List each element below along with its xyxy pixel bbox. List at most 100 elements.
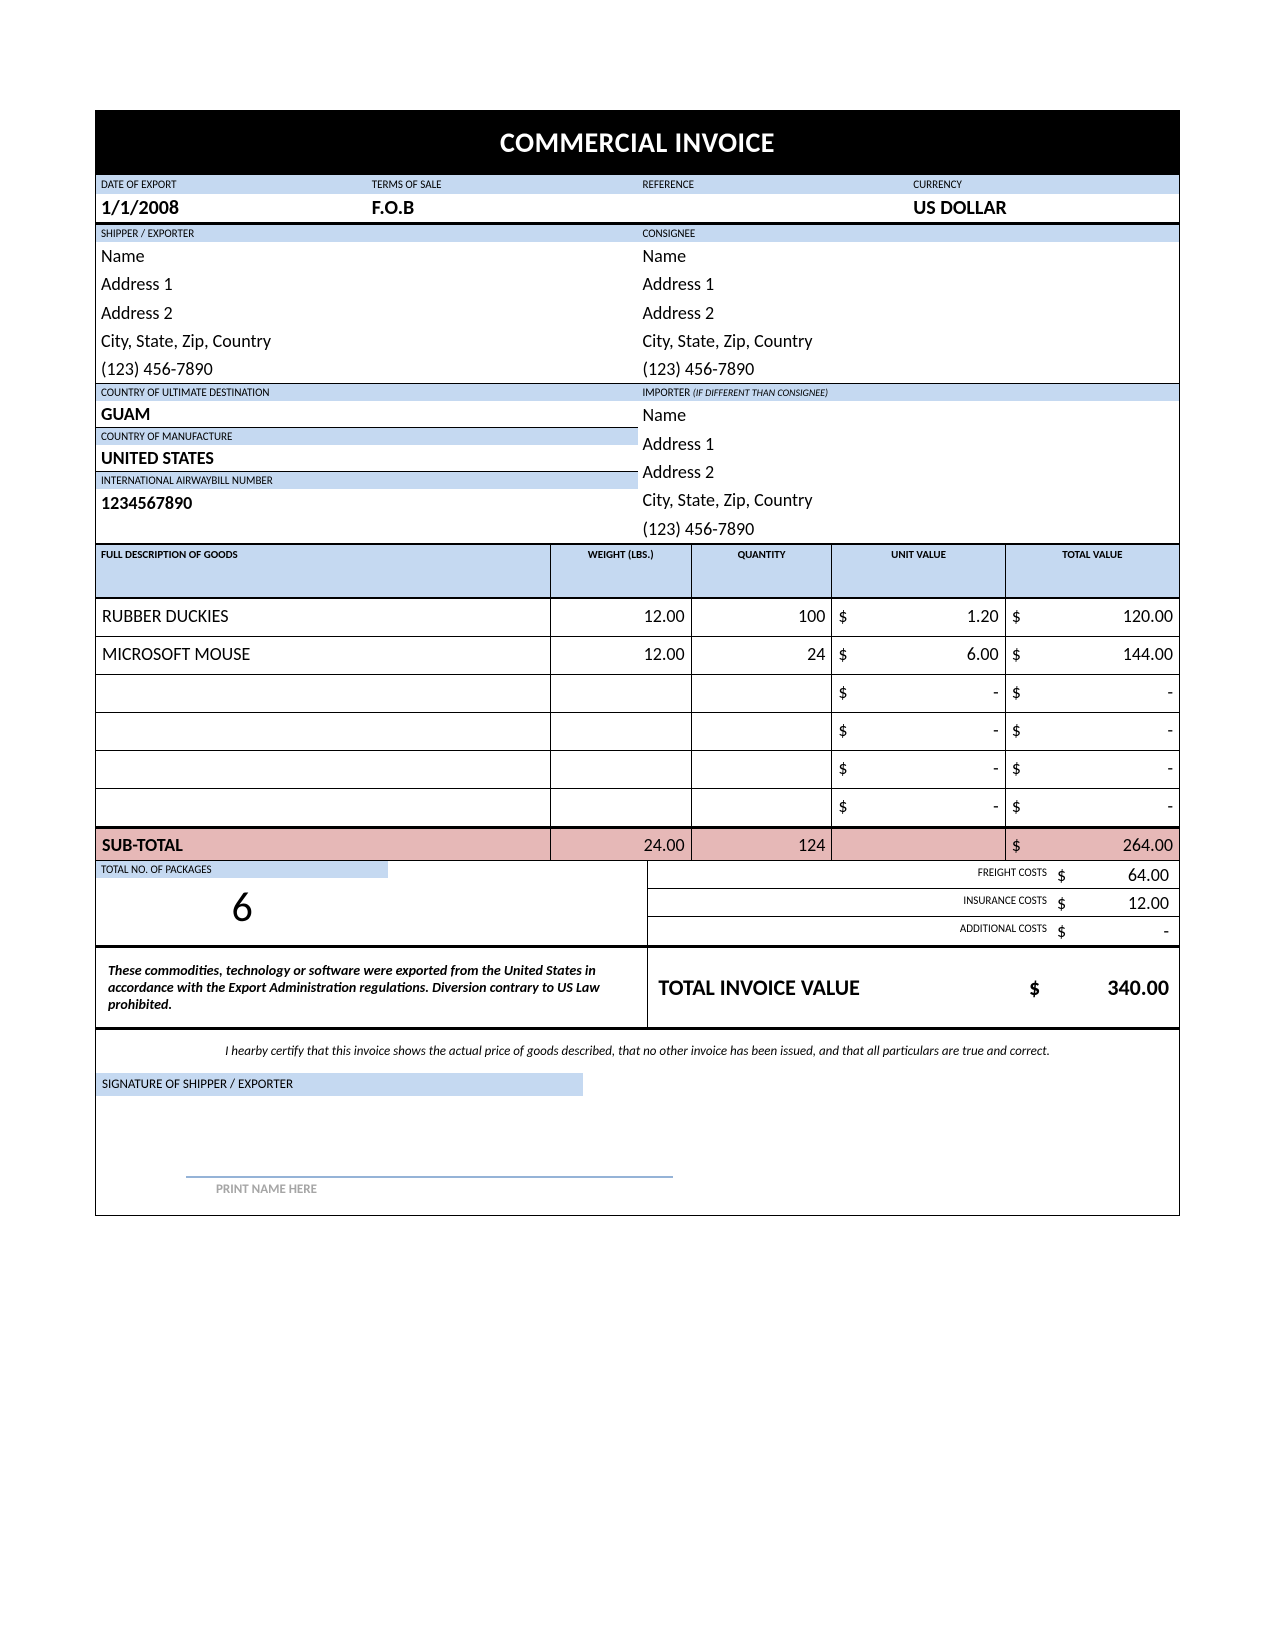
value-currency: US DOLLAR [908, 194, 1179, 224]
item-total-value: $- [1006, 751, 1179, 788]
importer-name: Name [638, 401, 1180, 429]
item-total-value: $- [1006, 789, 1179, 826]
col-weight: WEIGHT (LBS.) [551, 543, 692, 599]
item-unit-value: $6.00 [832, 637, 1005, 674]
declaration-total-row: These commodities, technology or softwar… [96, 946, 1179, 1030]
goods-row: $-$- [96, 675, 1179, 713]
item-description: RUBBER DUCKIES [96, 599, 551, 636]
goods-row: $-$- [96, 751, 1179, 789]
left-details: COUNTRY OF ULTIMATE DESTINATION GUAM COU… [96, 383, 638, 542]
label-signature: SIGNATURE OF SHIPPER / EXPORTER [96, 1073, 583, 1096]
col-description: FULL DESCRIPTION OF GOODS [96, 543, 551, 599]
col-total-value: TOTAL VALUE [1006, 543, 1179, 599]
item-weight: 12.00 [551, 637, 692, 674]
label-importer-note: (IF DIFFERENT THAN CONSIGNEE) [693, 386, 828, 399]
packages-spacer [388, 861, 648, 945]
item-weight: 12.00 [551, 599, 692, 636]
value-country-destination: GUAM [96, 401, 638, 428]
shipper-phone: (123) 456-7890 [96, 355, 638, 383]
shipper-city: City, State, Zip, Country [96, 327, 638, 355]
label-total-invoice: TOTAL INVOICE VALUE [658, 974, 1029, 1001]
label-date-of-export: DATE OF EXPORT [96, 174, 367, 194]
item-unit-value: $1.20 [832, 599, 1005, 636]
header-labels-row: DATE OF EXPORT TERMS OF SALE REFERENCE C… [96, 174, 1179, 194]
packages-costs-row: TOTAL NO. OF PACKAGES 6 FREIGHT COSTS $ … [96, 861, 1179, 946]
label-terms-of-sale: TERMS OF SALE [367, 174, 638, 194]
label-freight: FREIGHT COSTS [648, 861, 1053, 888]
certification-text: I hearby certify that this invoice shows… [96, 1030, 1179, 1073]
value-packages: 6 [96, 878, 388, 937]
subtotal-currency: $ [1012, 834, 1021, 855]
importer-block: IMPORTER (IF DIFFERENT THAN CONSIGNEE) N… [638, 383, 1180, 542]
label-packages: TOTAL NO. OF PACKAGES [96, 861, 388, 878]
label-country-manufacture: COUNTRY OF MANUFACTURE [96, 428, 638, 445]
goods-row: MICROSOFT MOUSE12.0024$6.00$144.00 [96, 637, 1179, 675]
item-total-value: $- [1006, 675, 1179, 712]
print-name-hint: PRINT NAME HERE [96, 1178, 1179, 1215]
item-weight [551, 751, 692, 788]
item-quantity [692, 751, 833, 788]
item-total-value: $144.00 [1006, 637, 1179, 674]
packages-block: TOTAL NO. OF PACKAGES 6 [96, 861, 388, 945]
item-description: MICROSOFT MOUSE [96, 637, 551, 674]
importer-phone: (123) 456-7890 [638, 515, 1180, 543]
item-description [96, 675, 551, 712]
goods-row: RUBBER DUCKIES12.00100$1.20$120.00 [96, 599, 1179, 637]
consignee-phone: (123) 456-7890 [638, 355, 1180, 383]
item-description [96, 751, 551, 788]
label-currency: CURRENCY [908, 174, 1179, 194]
item-unit-value: $- [832, 789, 1005, 826]
goods-row: $-$- [96, 713, 1179, 751]
insurance-amount: 12.00 [1079, 889, 1179, 916]
goods-body: RUBBER DUCKIES12.00100$1.20$120.00MICROS… [96, 599, 1179, 827]
signature-space [96, 1096, 1179, 1176]
freight-line: FREIGHT COSTS $ 64.00 [648, 861, 1179, 889]
item-weight [551, 713, 692, 750]
consignee-block: Name Address 1 Address 2 City, State, Zi… [638, 242, 1180, 383]
value-terms-of-sale: F.O.B [367, 194, 638, 224]
label-reference: REFERENCE [638, 174, 909, 194]
consignee-city: City, State, Zip, Country [638, 327, 1180, 355]
freight-currency: $ [1053, 861, 1079, 888]
consignee-addr1: Address 1 [638, 270, 1180, 298]
importer-addr2: Address 2 [638, 458, 1180, 486]
item-quantity: 24 [692, 637, 833, 674]
col-unit-value: UNIT VALUE [832, 543, 1005, 599]
label-country-destination: COUNTRY OF ULTIMATE DESTINATION [96, 383, 638, 401]
additional-amount: - [1079, 917, 1179, 945]
party-addresses-row: Name Address 1 Address 2 City, State, Zi… [96, 242, 1179, 383]
subtotal-unit-blank [832, 829, 1005, 860]
value-date-of-export: 1/1/2008 [96, 194, 367, 224]
consignee-addr2: Address 2 [638, 299, 1180, 327]
item-unit-value: $- [832, 751, 1005, 788]
item-quantity [692, 713, 833, 750]
shipper-name: Name [96, 242, 638, 270]
shipper-addr2: Address 2 [96, 299, 638, 327]
subtotal-label: SUB-TOTAL [96, 829, 551, 860]
additional-line: ADDITIONAL COSTS $ - [648, 917, 1179, 945]
item-weight [551, 789, 692, 826]
value-reference [638, 194, 909, 224]
label-importer: IMPORTER (IF DIFFERENT THAN CONSIGNEE) [638, 383, 1180, 401]
total-invoice-amount: 340.00 [1059, 974, 1169, 1001]
goods-row: $-$- [96, 789, 1179, 827]
commercial-invoice: COMMERCIAL INVOICE DATE OF EXPORT TERMS … [95, 110, 1180, 1216]
extra-costs-block: FREIGHT COSTS $ 64.00 INSURANCE COSTS $ … [648, 861, 1179, 945]
details-row: COUNTRY OF ULTIMATE DESTINATION GUAM COU… [96, 383, 1179, 542]
label-consignee: CONSIGNEE [638, 224, 1180, 242]
subtotal-row: SUB-TOTAL 24.00 124 $ 264.00 [96, 827, 1179, 861]
item-description [96, 713, 551, 750]
item-unit-value: $- [832, 713, 1005, 750]
label-awb: INTERNATIONAL AIRWAYBILL NUMBER [96, 472, 638, 489]
item-quantity: 100 [692, 599, 833, 636]
label-shipper: SHIPPER / EXPORTER [96, 224, 638, 242]
goods-header-row: FULL DESCRIPTION OF GOODS WEIGHT (LBS.) … [96, 543, 1179, 599]
item-quantity [692, 675, 833, 712]
total-invoice-currency: $ [1029, 974, 1059, 1001]
col-quantity: QUANTITY [692, 543, 833, 599]
item-quantity [692, 789, 833, 826]
shipper-block: Name Address 1 Address 2 City, State, Zi… [96, 242, 638, 383]
importer-addr1: Address 1 [638, 430, 1180, 458]
insurance-line: INSURANCE COSTS $ 12.00 [648, 889, 1179, 917]
item-weight [551, 675, 692, 712]
